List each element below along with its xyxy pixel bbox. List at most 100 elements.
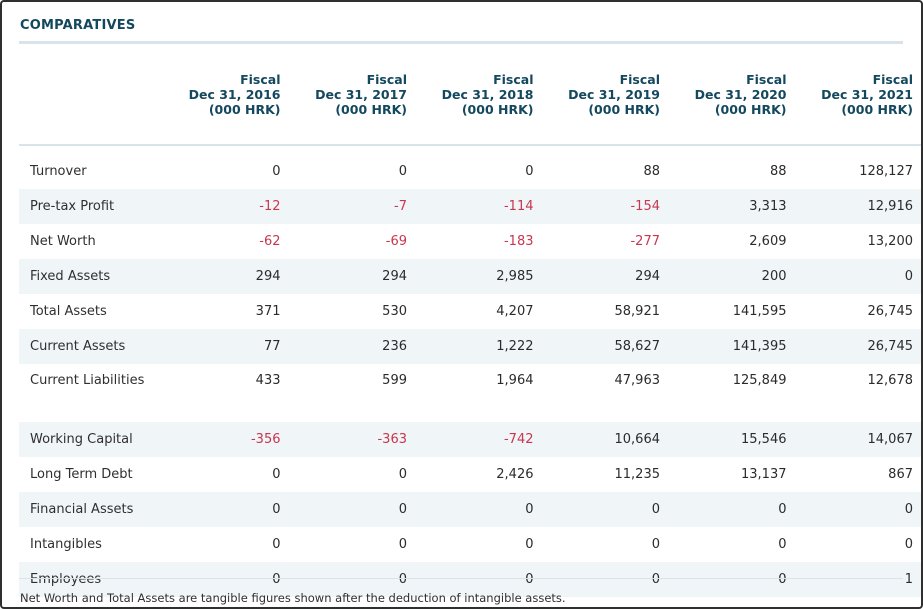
value-cell: -742 — [503, 432, 534, 447]
column-header-unit: (000 HRK) — [335, 101, 407, 117]
table-row: Turnover 0 0 0 88 88 128,127 — [19, 154, 921, 189]
row-label: Intangibles — [30, 537, 102, 552]
value-cell: -114 — [503, 199, 534, 214]
column-header-unit: (000 HRK) — [588, 101, 660, 117]
value-cell: 128,127 — [859, 164, 913, 179]
column-header-line: Fiscal — [493, 71, 534, 87]
value-cell: 125,849 — [732, 373, 787, 388]
table-row: Total Assets 371 530 4,207 58,921 141,595 26,7… — [19, 294, 921, 329]
table-body: Turnover 0 0 0 88 88 128,127 Pre-tax Profit -12 -… — [19, 145, 921, 597]
value-cell: 0 — [525, 502, 534, 517]
value-cell: 0 — [651, 572, 660, 587]
table-row: Current Liabilities 433 599 1,964 47,963 125,… — [19, 364, 921, 422]
value-cell: -12 — [259, 199, 281, 214]
value-cell: 13,137 — [741, 467, 787, 482]
column-header-date: Dec 31, 2019 — [568, 86, 660, 102]
value-cell: 0 — [398, 164, 407, 179]
value-cell: -277 — [630, 234, 660, 249]
value-cell: 88 — [643, 164, 660, 179]
value-cell: 12,678 — [867, 373, 914, 388]
value-cell: 433 — [255, 373, 281, 388]
row-label: Working Capital — [30, 432, 133, 447]
value-cell: 141,595 — [732, 304, 787, 319]
column-header-date: Dec 31, 2021 — [821, 86, 913, 102]
value-cell: 88 — [769, 164, 787, 179]
column-header-unit: (000 HRK) — [841, 101, 913, 117]
value-cell: 0 — [904, 269, 913, 284]
value-cell: 0 — [525, 537, 534, 552]
value-cell: 26,745 — [867, 339, 914, 354]
value-cell: 0 — [778, 537, 787, 552]
value-cell: 294 — [382, 269, 407, 284]
row-label: Net Worth — [30, 234, 96, 249]
row-label: Financial Assets — [30, 502, 134, 517]
comparatives-table: Fiscal Dec 31, 2016 (000 HRK) Fiscal Dec… — [19, 44, 921, 597]
value-cell: 236 — [382, 339, 407, 354]
value-cell: 0 — [272, 572, 281, 587]
row-label: Pre-tax Profit — [30, 199, 115, 214]
table-bottom-divider — [19, 578, 903, 579]
row-label: Total Assets — [30, 304, 107, 319]
value-cell: -356 — [250, 432, 281, 447]
value-cell: 77 — [263, 339, 281, 354]
value-cell: 141,395 — [732, 339, 787, 354]
value-cell: 4,207 — [496, 304, 534, 319]
row-label: Employees — [30, 572, 102, 587]
row-label: Current Liabilities — [30, 373, 145, 388]
value-cell: -154 — [630, 199, 660, 214]
value-cell: -62 — [259, 234, 281, 249]
value-cell: 0 — [398, 537, 407, 552]
header-row: Fiscal Dec 31, 2016 (000 HRK) Fiscal Dec… — [19, 44, 921, 146]
value-cell: 26,745 — [867, 304, 914, 319]
value-cell: 14,067 — [867, 432, 914, 447]
spacer-cell — [19, 145, 921, 154]
value-cell: 0 — [778, 502, 787, 517]
value-cell: 10,664 — [614, 432, 661, 447]
value-cell: 200 — [761, 269, 787, 284]
value-cell: 0 — [651, 502, 660, 517]
value-cell: 867 — [888, 467, 913, 482]
value-cell: 2,609 — [749, 234, 787, 249]
table-row: Employees 0 0 0 0 0 1 — [19, 562, 921, 597]
value-cell: 0 — [525, 164, 534, 179]
value-cell: 0 — [272, 537, 281, 552]
table-row: Working Capital -356 -363 -742 10,664 15,546 1… — [19, 422, 921, 457]
value-cell: -183 — [503, 234, 534, 249]
value-cell: 0 — [651, 537, 660, 552]
table-row: Pre-tax Profit -12 -7 -114 -154 3,313 12,916 — [19, 189, 921, 224]
column-header-line: Fiscal — [240, 71, 281, 87]
column-header-date: Dec 31, 2020 — [694, 86, 787, 102]
value-cell: 2,426 — [496, 467, 534, 482]
column-header-line: Fiscal — [872, 71, 913, 87]
table-row: Financial Assets 0 0 0 0 0 0 — [19, 492, 921, 527]
value-cell: 0 — [904, 502, 913, 517]
section-title: COMPARATIVES — [20, 18, 136, 33]
table-row: Fixed Assets 294 294 2,985 294 200 0 — [19, 259, 921, 294]
value-cell: -363 — [377, 432, 407, 447]
column-header-unit: (000 HRK) — [461, 101, 534, 117]
column-header-2020: Fiscal Dec 31, 2020 (000 HRK) — [669, 44, 796, 146]
table-row: Net Worth -62 -69 -183 -277 2,609 13,200 — [19, 224, 921, 259]
value-cell: 1 — [904, 572, 913, 587]
value-cell: 47,963 — [614, 373, 661, 388]
column-header-line: Fiscal — [366, 71, 407, 87]
value-cell: 3,313 — [749, 199, 787, 214]
value-cell: 11,235 — [614, 467, 661, 482]
column-header-2021: Fiscal Dec 31, 2021 (000 HRK) — [795, 44, 921, 146]
value-cell: 13,200 — [867, 234, 914, 249]
value-cell: 371 — [255, 304, 281, 319]
value-cell: 0 — [272, 502, 281, 517]
column-header-unit: (000 HRK) — [714, 101, 787, 117]
column-header-unit: (000 HRK) — [208, 101, 281, 117]
header-label-cell — [19, 44, 163, 146]
value-cell: 2,985 — [496, 269, 534, 284]
footnote: Net Worth and Total Assets are tangible … — [20, 591, 566, 605]
value-cell: 0 — [398, 572, 407, 587]
column-header-date: Dec 31, 2016 — [188, 86, 281, 102]
value-cell: 15,546 — [741, 432, 787, 447]
value-cell: 12,916 — [867, 199, 914, 214]
value-cell: -69 — [385, 234, 407, 249]
value-cell: 1,964 — [496, 373, 534, 388]
row-label: Turnover — [30, 164, 87, 179]
